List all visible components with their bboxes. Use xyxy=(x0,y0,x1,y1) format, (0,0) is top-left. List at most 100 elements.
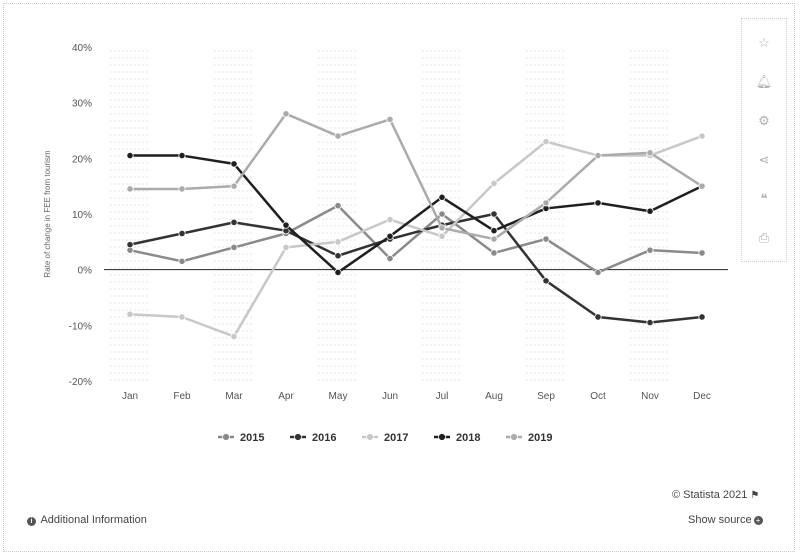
x-tick-label: Feb xyxy=(173,391,191,402)
data-point[interactable] xyxy=(282,243,290,251)
data-point[interactable] xyxy=(646,318,654,327)
legend-label: 2017 xyxy=(384,432,408,444)
series-line xyxy=(130,112,703,241)
flag-icon: ⚑ xyxy=(750,490,760,501)
data-point[interactable] xyxy=(386,115,394,123)
legend-label: 2019 xyxy=(528,432,552,444)
data-point[interactable] xyxy=(646,246,654,254)
data-point[interactable] xyxy=(230,182,238,190)
series-line xyxy=(130,154,703,274)
y-tick-label: -10% xyxy=(69,321,92,332)
data-point[interactable] xyxy=(542,138,550,146)
data-point[interactable] xyxy=(334,252,342,260)
y-tick-label: 30% xyxy=(72,99,92,110)
credit-text: © Statista 2021 xyxy=(672,489,748,501)
legend-marker xyxy=(294,433,302,441)
data-point[interactable] xyxy=(490,227,498,235)
data-point[interactable] xyxy=(334,202,342,210)
star-icon[interactable]: ☆ xyxy=(758,35,770,50)
data-point[interactable] xyxy=(230,160,238,168)
data-point[interactable] xyxy=(490,249,498,257)
data-point[interactable] xyxy=(490,210,498,218)
data-point[interactable] xyxy=(282,110,290,118)
chart-toolbar: ☆ 🔔︎ ⚙ ⋖ ❝ ⎙ xyxy=(741,18,787,262)
data-point[interactable] xyxy=(282,221,290,229)
data-point[interactable] xyxy=(438,232,446,240)
data-point[interactable] xyxy=(646,149,654,157)
data-point[interactable] xyxy=(126,185,134,193)
data-point[interactable] xyxy=(698,313,706,321)
additional-information-link[interactable]: i Additional Information xyxy=(27,514,147,526)
data-point[interactable] xyxy=(386,232,394,240)
y-tick-label: 40% xyxy=(72,43,92,54)
data-point[interactable] xyxy=(334,238,342,246)
data-point[interactable] xyxy=(594,151,602,160)
series-line xyxy=(129,204,703,274)
legend-item-2016[interactable]: 2016 xyxy=(290,432,336,444)
legend-item-2017[interactable]: 2017 xyxy=(362,432,408,444)
legend-item-2015[interactable]: 2015 xyxy=(218,432,264,444)
data-point[interactable] xyxy=(386,254,394,263)
bell-icon[interactable]: 🔔︎ xyxy=(755,74,773,89)
data-point[interactable] xyxy=(438,224,446,232)
x-tick-label: Apr xyxy=(278,391,294,402)
data-point[interactable] xyxy=(334,268,342,277)
data-point[interactable] xyxy=(386,215,394,224)
data-point[interactable] xyxy=(178,151,186,160)
data-point[interactable] xyxy=(178,313,186,321)
data-point[interactable] xyxy=(230,218,238,226)
data-point[interactable] xyxy=(490,179,498,187)
data-point[interactable] xyxy=(594,268,602,277)
data-point[interactable] xyxy=(126,310,134,318)
y-tick-label: 20% xyxy=(72,154,92,165)
legend-item-2018[interactable]: 2018 xyxy=(434,432,480,444)
data-point[interactable] xyxy=(646,207,654,215)
data-point[interactable] xyxy=(438,193,446,201)
x-tick-label: Aug xyxy=(485,391,503,402)
data-point[interactable] xyxy=(438,210,446,218)
data-point[interactable] xyxy=(698,132,706,140)
data-point[interactable] xyxy=(490,235,498,243)
series-line xyxy=(129,212,703,324)
data-point[interactable] xyxy=(334,132,342,140)
data-point[interactable] xyxy=(178,185,186,193)
data-point[interactable] xyxy=(698,182,706,190)
additional-information-label: Additional Information xyxy=(40,514,147,526)
legend-label: 2018 xyxy=(456,432,480,444)
data-point[interactable] xyxy=(230,332,238,341)
data-point[interactable] xyxy=(594,313,602,321)
series-2015 xyxy=(126,202,706,277)
x-tick-label: Jan xyxy=(122,391,138,402)
gear-icon[interactable]: ⚙ xyxy=(758,113,770,128)
data-point[interactable] xyxy=(178,229,186,238)
x-tick-label: Nov xyxy=(641,391,659,402)
y-axis-label: Rate of change in FEE from tourism xyxy=(43,150,52,278)
data-point[interactable] xyxy=(126,241,134,249)
data-point[interactable] xyxy=(594,199,602,207)
x-tick-label: Mar xyxy=(225,391,243,402)
show-source-link[interactable]: Show source + xyxy=(688,514,763,526)
y-tick-label: -20% xyxy=(69,377,92,388)
data-point[interactable] xyxy=(230,243,238,251)
data-point[interactable] xyxy=(542,277,550,285)
legend-item-2019[interactable]: 2019 xyxy=(506,432,552,444)
legend-marker xyxy=(222,433,230,441)
legend-label: 2016 xyxy=(312,432,336,444)
y-tick-label: 10% xyxy=(72,210,92,221)
data-point[interactable] xyxy=(698,249,706,257)
x-tick-label: Sep xyxy=(537,391,555,402)
y-tick-label: 0% xyxy=(78,266,93,277)
data-point[interactable] xyxy=(126,151,134,160)
data-point[interactable] xyxy=(178,257,186,265)
share-icon[interactable]: ⋖ xyxy=(758,152,770,167)
x-tick-label: May xyxy=(329,391,348,402)
x-tick-label: Jun xyxy=(382,391,398,402)
print-icon[interactable]: ⎙ xyxy=(758,230,770,245)
data-point[interactable] xyxy=(542,235,550,243)
statista-credit[interactable]: © Statista 2021 ⚑ xyxy=(672,489,759,501)
series-2019 xyxy=(126,110,706,243)
quote-icon[interactable]: ❝ xyxy=(760,191,768,206)
legend-marker xyxy=(438,433,446,441)
data-point[interactable] xyxy=(542,199,550,207)
